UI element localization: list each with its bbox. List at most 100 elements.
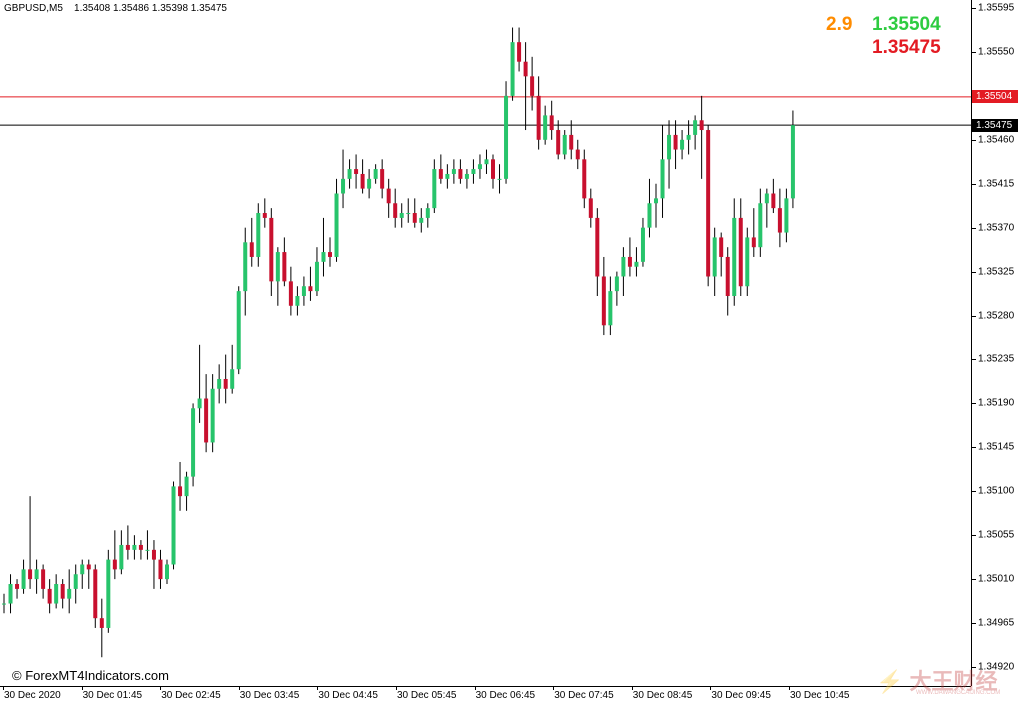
time-tick-label: 30 Dec 2020 [4,690,61,701]
bear-candle [86,564,91,570]
price-tick-label: 1.34920 [978,661,1015,673]
bear-candle [706,130,711,277]
bull-candle [347,169,352,179]
bull-candle [790,125,795,199]
bull-candle [497,178,502,180]
bull-candle [510,42,515,96]
bear-candle [738,217,743,287]
bull-candle [504,95,509,179]
bear-candle [204,398,209,443]
bear-candle [328,252,332,257]
bear-candle [673,134,678,150]
bear-candle [249,242,254,257]
time-tick [789,687,790,690]
bull-candle [621,256,626,277]
time-tick [710,687,712,690]
bear-candle [93,569,98,619]
bull-candle [471,169,476,174]
bull-candle [119,544,124,570]
bear-candle [28,569,33,580]
bull-candle [191,408,196,477]
bull-candle [543,115,548,140]
bear-candle [380,169,385,189]
time-tick [396,687,397,690]
candlestick-chart[interactable] [0,0,971,686]
bear-candle [523,61,528,77]
time-tick [474,687,476,690]
bear-candle [158,559,163,580]
bear-candle [308,286,313,292]
bear-candle [412,213,417,223]
bull-candle [165,564,169,580]
bear-candle [262,213,267,218]
bull-candle [406,213,411,215]
time-tick [81,687,83,690]
bear-candle [582,159,587,199]
time-tick [317,687,319,690]
bull-candle [445,173,450,179]
bear-candle [41,569,46,589]
time-tick-label: 30 Dec 05:45 [397,690,457,701]
price-tick-label: 1.35055 [978,529,1015,541]
price-tick [972,491,976,493]
bull-candle [712,237,717,277]
bear-candle [601,276,606,326]
bull-candle [184,476,189,497]
bear-candle [725,256,730,297]
bear-candle [575,149,580,160]
bear-candle [125,544,130,550]
price-tick-label: 1.35370 [978,222,1015,234]
bull-candle [562,134,567,155]
bull-candle [132,544,137,550]
bull-candle [667,134,672,160]
bear-candle [699,120,704,131]
bull-candle [301,286,306,297]
bull-candle [758,203,763,248]
price-tick [972,579,976,581]
time-tick [238,687,240,690]
bull-candle [647,203,652,228]
bear-candle [771,193,776,209]
bear-candle [99,618,104,628]
price-tick-label: 1.35190 [978,397,1015,409]
bear-candle [556,130,561,155]
bear-candle [569,134,574,150]
chart-area[interactable]: GBPUSD,M5 1.35408 1.35486 1.35398 1.3547… [0,0,971,686]
bull-candle [764,193,769,204]
price-tick-label: 1.35100 [978,485,1015,497]
time-tick [160,687,162,690]
bull-candle [373,169,378,179]
time-scale[interactable]: 30 Dec 2020 30 Dec 01:45 30 Dec 02:45 30 De… [0,686,971,706]
bear-candle [60,584,65,599]
price-tick-label: 1.35550 [978,46,1015,58]
price-scale[interactable]: 1.355951.355501.355051.354601.354151.353… [971,0,1024,686]
bear-candle [112,559,117,570]
price-tick [972,139,976,141]
bull-candle [34,569,39,580]
bear-candle [536,95,541,140]
bull-candle [419,217,424,223]
bull-candle [784,198,789,233]
bull-candle [732,217,737,297]
bear-candle [269,217,274,282]
candles-group [2,27,795,658]
bull-candle [171,486,176,565]
bear-candle [386,188,391,204]
bear-candle [438,169,443,179]
bear-candle [288,281,293,306]
bear-candle [719,237,724,257]
price-tick [972,271,976,273]
bull-candle [745,237,750,287]
time-tick-label: 30 Dec 01:45 [82,690,143,701]
bear-candle [627,256,632,267]
bull-candle [243,242,248,292]
price-tick-label: 1.35010 [978,573,1015,585]
bull-candle [425,208,430,218]
time-tick-label: 30 Dec 07:45 [554,690,614,701]
bull-candle [73,574,78,589]
bear-candle [151,549,156,560]
time-tick-label: 30 Dec 06:45 [475,690,536,701]
price-tick [972,667,976,668]
ask-value: 1.35504 [872,14,941,35]
time-tick-label: 30 Dec 09:45 [711,690,771,701]
